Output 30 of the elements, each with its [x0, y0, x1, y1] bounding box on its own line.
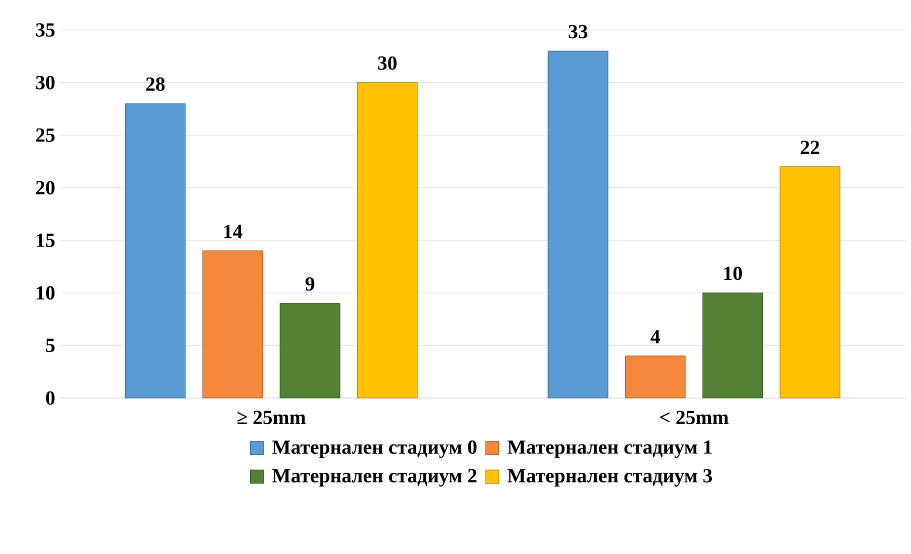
- bar: [280, 303, 340, 398]
- x-tick-label: < 25mm: [660, 410, 729, 424]
- y-tick-label: 5: [46, 338, 55, 352]
- data-label: 4: [650, 330, 660, 344]
- y-tick-label: 20: [36, 180, 55, 194]
- bar: [357, 82, 418, 398]
- bar: [202, 250, 263, 398]
- legend-label: Матернален стадиум 1: [508, 440, 712, 458]
- legend-label: Матернален стадиум 2: [272, 469, 476, 487]
- bar: [780, 166, 840, 398]
- y-tick-label: 15: [36, 234, 55, 247]
- legend-label: Матернален стадиум 0: [272, 440, 477, 458]
- data-label: 10: [724, 266, 742, 280]
- data-label: 22: [800, 140, 820, 154]
- bar: [125, 103, 186, 398]
- x-tick-label: ≥ 25mm: [238, 410, 306, 424]
- y-tick-label: 30: [36, 76, 55, 90]
- data-label: 28: [146, 77, 165, 91]
- data-label: 14: [224, 224, 242, 238]
- data-label: 33: [568, 24, 588, 38]
- bar: [548, 50, 608, 398]
- legend-label: Матернален стадиум 3: [508, 469, 712, 487]
- data-label: 30: [378, 56, 397, 70]
- y-tick-label: 35: [36, 23, 55, 37]
- data-label: 9: [306, 277, 314, 291]
- bar: [702, 292, 763, 398]
- y-tick-label: 25: [36, 128, 55, 142]
- y-tick-label: 10: [36, 286, 55, 300]
- bar: [625, 356, 686, 398]
- y-tick-label: 0: [46, 391, 55, 405]
